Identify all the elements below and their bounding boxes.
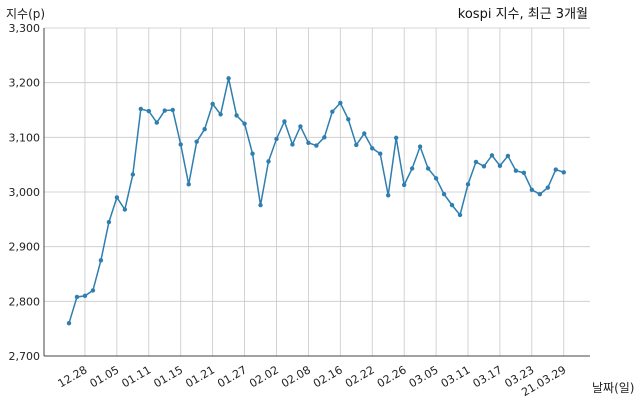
data-point xyxy=(537,191,543,197)
data-point xyxy=(322,135,327,140)
data-point xyxy=(457,212,463,218)
data-point xyxy=(521,170,527,176)
data-point xyxy=(346,117,351,122)
data-point xyxy=(90,288,96,293)
data-point xyxy=(393,135,399,141)
x-tick-label: 03.17 xyxy=(471,363,505,390)
x-tick-label: 03.05 xyxy=(407,363,441,390)
data-point xyxy=(290,142,295,147)
data-point xyxy=(154,120,159,125)
data-point xyxy=(425,166,431,171)
data-point xyxy=(66,321,72,326)
y-tick-label: 3,100 xyxy=(9,131,41,144)
data-point xyxy=(98,258,104,263)
data-point xyxy=(465,182,471,187)
data-point xyxy=(354,142,359,148)
data-point xyxy=(202,126,207,132)
data-point xyxy=(194,139,199,144)
data-points xyxy=(66,76,566,326)
x-tick-labels: 12.2801.0501.1101.1501.2101.2702.0202.08… xyxy=(56,363,569,399)
data-point xyxy=(130,172,136,177)
data-point xyxy=(186,182,191,187)
data-point xyxy=(362,131,367,136)
data-point xyxy=(433,176,439,181)
x-tick-label: 02.26 xyxy=(375,363,409,390)
x-tick-label: 01.05 xyxy=(88,363,122,390)
x-tick-label: 01.27 xyxy=(215,363,249,390)
data-point xyxy=(74,294,80,300)
data-point xyxy=(122,207,128,212)
x-tick-label: 01.21 xyxy=(183,363,217,390)
data-point xyxy=(170,107,175,113)
data-point xyxy=(282,119,287,124)
data-point xyxy=(370,146,375,151)
y-tick-labels: 2,700 2,800 2,900 3,000 3,100 3,200 3,300 xyxy=(9,22,41,363)
data-point xyxy=(82,293,88,299)
chart-title: kospi 지수, 최근 3개월 xyxy=(458,7,588,22)
x-axis-label: 날짜(일) xyxy=(592,381,634,395)
data-point xyxy=(417,144,423,149)
y-tick-label: 3,200 xyxy=(9,77,41,90)
data-point xyxy=(545,185,550,190)
data-point xyxy=(561,170,566,175)
grid-lines xyxy=(44,27,590,357)
data-point xyxy=(314,143,319,148)
x-tick-label: 12.28 xyxy=(56,363,90,390)
data-point xyxy=(497,163,503,168)
data-point xyxy=(489,153,495,158)
data-point xyxy=(441,191,447,197)
data-point xyxy=(449,202,455,208)
x-tick-label: 02.16 xyxy=(311,363,345,390)
y-tick-label: 2,700 xyxy=(9,350,41,363)
data-point xyxy=(210,101,215,107)
data-point xyxy=(481,164,487,169)
x-tick-label: 01.11 xyxy=(120,363,154,390)
data-point xyxy=(242,121,247,126)
data-point xyxy=(338,100,343,106)
data-point xyxy=(378,151,383,156)
y-tick-label: 2,800 xyxy=(9,295,41,308)
data-point xyxy=(553,167,558,172)
data-point xyxy=(513,168,519,173)
data-point xyxy=(178,142,183,147)
x-tick-label: 02.08 xyxy=(279,363,313,390)
data-point xyxy=(505,153,511,159)
series-line xyxy=(68,78,565,324)
data-point xyxy=(529,187,535,193)
data-point xyxy=(162,108,167,113)
data-point xyxy=(234,113,239,118)
data-point xyxy=(250,151,255,156)
data-point xyxy=(386,193,391,198)
data-point xyxy=(409,166,415,171)
x-tick-label: 02.02 xyxy=(247,363,281,390)
y-tick-label: 3,300 xyxy=(9,22,41,35)
data-point xyxy=(274,136,279,142)
x-tick-label: 03.11 xyxy=(439,363,473,390)
x-tick-label: 01.15 xyxy=(151,363,185,390)
axes xyxy=(43,28,590,357)
data-point xyxy=(258,202,263,208)
data-point xyxy=(146,108,151,114)
data-point xyxy=(330,109,335,114)
data-point xyxy=(106,219,112,225)
data-point xyxy=(114,195,120,200)
y-tick-label: 2,900 xyxy=(9,241,41,254)
data-point xyxy=(401,182,407,188)
data-point xyxy=(226,76,231,81)
data-point xyxy=(298,124,303,129)
x-tick-label: 02.22 xyxy=(343,363,377,390)
data-point xyxy=(218,112,223,117)
data-point xyxy=(306,140,311,145)
data-point xyxy=(266,159,271,164)
y-axis-label: 지수(p) xyxy=(6,7,45,21)
y-tick-label: 3,000 xyxy=(9,186,41,199)
data-point xyxy=(473,159,479,165)
data-point xyxy=(138,106,144,112)
